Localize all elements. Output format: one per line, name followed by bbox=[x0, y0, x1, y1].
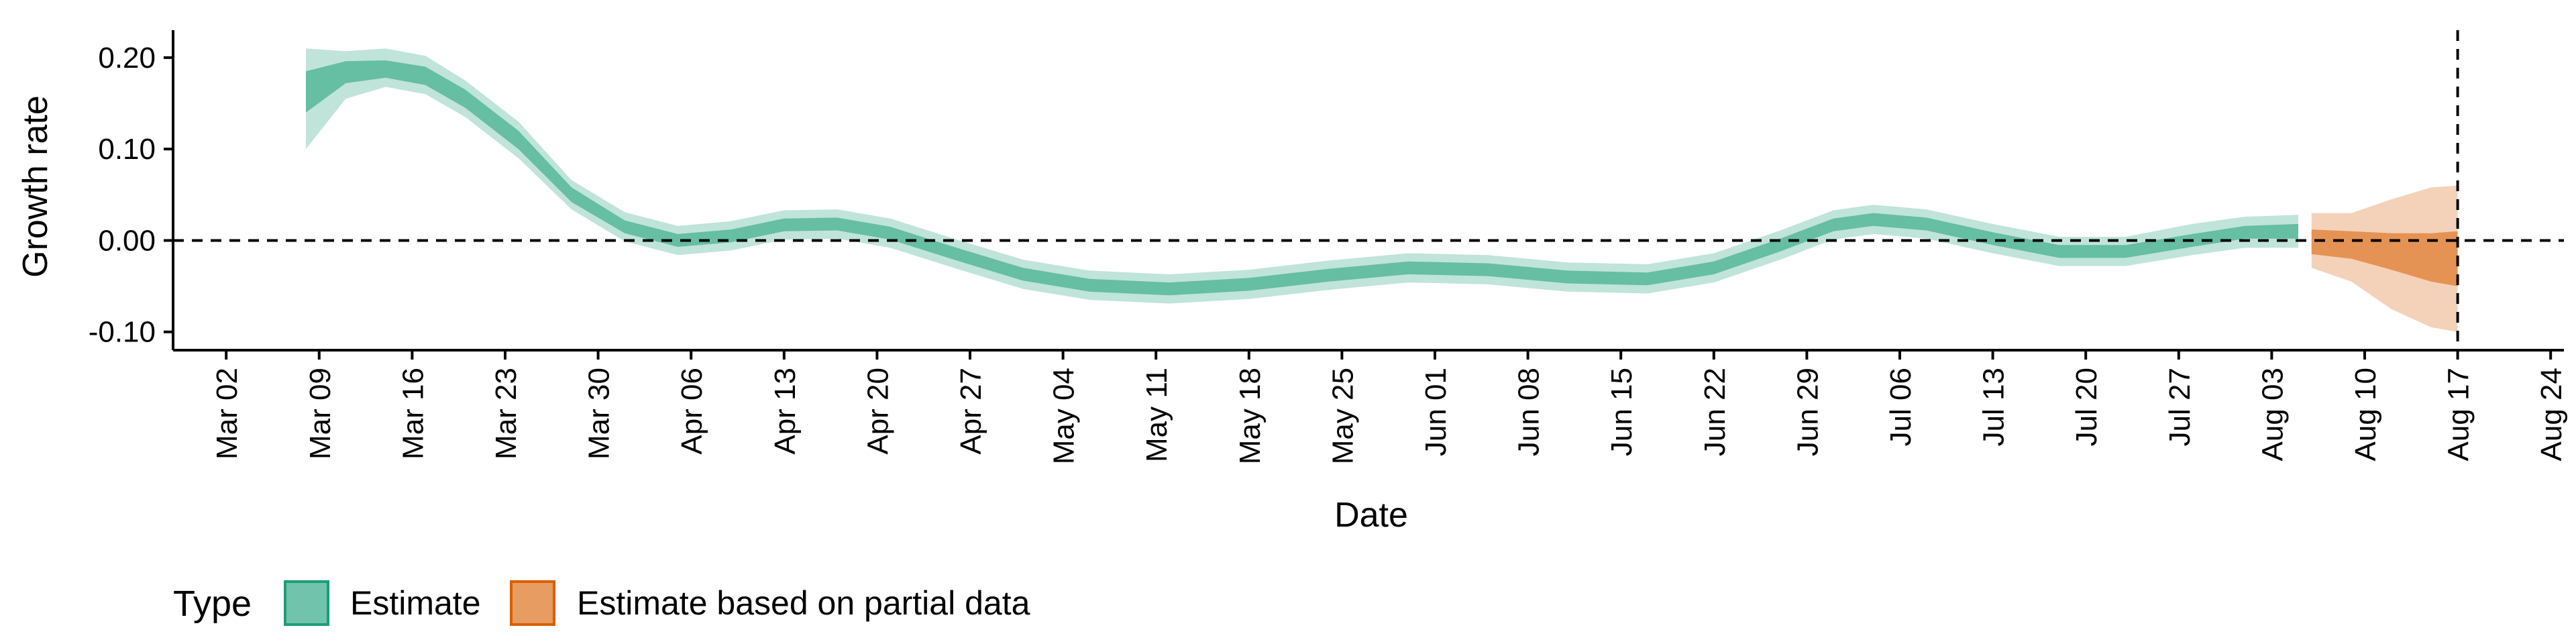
legend-key-estimate bbox=[284, 580, 329, 626]
x-tick-label: May 11 bbox=[1140, 368, 1173, 462]
x-tick-label: Mar 09 bbox=[304, 368, 337, 460]
x-tick-label: Jun 29 bbox=[1791, 368, 1824, 456]
x-tick-label: Aug 03 bbox=[2256, 368, 2289, 461]
y-tick-label: -0.10 bbox=[89, 316, 156, 349]
legend: Type Estimate Estimate based on partial … bbox=[173, 580, 1030, 626]
legend-key-partial bbox=[510, 580, 555, 626]
x-tick-label: May 04 bbox=[1048, 368, 1081, 464]
legend-label-estimate: Estimate bbox=[350, 584, 481, 622]
x-tick-label: Jun 15 bbox=[1605, 368, 1638, 456]
x-tick-label: Jul 27 bbox=[2163, 368, 2196, 446]
y-tick-label: 0.00 bbox=[98, 224, 156, 257]
x-tick-label: Apr 27 bbox=[955, 368, 987, 455]
estimate-bands bbox=[306, 48, 2458, 332]
legend-label-partial: Estimate based on partial data bbox=[577, 584, 1030, 622]
y-axis-ticks: -0.10 0.00 0.10 0.20 bbox=[89, 42, 173, 349]
x-tick-label: Aug 17 bbox=[2443, 368, 2475, 461]
x-tick-label: Mar 23 bbox=[490, 368, 523, 460]
x-tick-label: May 25 bbox=[1326, 368, 1359, 464]
x-tick-label: Apr 20 bbox=[861, 368, 894, 455]
x-axis-title: Date bbox=[1334, 496, 1408, 535]
x-tick-label: Apr 06 bbox=[676, 368, 708, 455]
x-tick-label: May 18 bbox=[1234, 368, 1267, 464]
x-tick-label: Aug 10 bbox=[2349, 368, 2382, 461]
x-tick-label: Jun 22 bbox=[1699, 368, 1731, 456]
y-tick-label: 0.10 bbox=[98, 133, 156, 166]
y-axis-title: Growth rate bbox=[16, 95, 55, 278]
band-50-series-1 bbox=[2311, 229, 2458, 286]
x-tick-label: Aug 24 bbox=[2535, 368, 2568, 461]
band-90-series-0 bbox=[306, 48, 2298, 304]
x-tick-label: Mar 02 bbox=[211, 368, 244, 460]
band-50-series-0 bbox=[306, 60, 2298, 296]
x-axis-ticks: Mar 02 Mar 09 Mar 16 Mar 23 Mar 30 Apr 06 Apr … bbox=[211, 350, 2568, 464]
x-tick-label: Jun 01 bbox=[1419, 368, 1452, 456]
legend-title: Type bbox=[173, 584, 252, 624]
x-tick-label: Mar 16 bbox=[396, 368, 429, 460]
x-tick-label: Mar 30 bbox=[583, 368, 616, 460]
x-tick-label: Jun 08 bbox=[1513, 368, 1546, 456]
x-tick-label: Apr 13 bbox=[769, 368, 802, 455]
y-tick-label: 0.20 bbox=[98, 42, 156, 74]
x-tick-label: Jul 06 bbox=[1884, 368, 1917, 446]
x-tick-label: Jul 20 bbox=[2070, 368, 2103, 446]
x-tick-label: Jul 13 bbox=[1978, 368, 2010, 446]
